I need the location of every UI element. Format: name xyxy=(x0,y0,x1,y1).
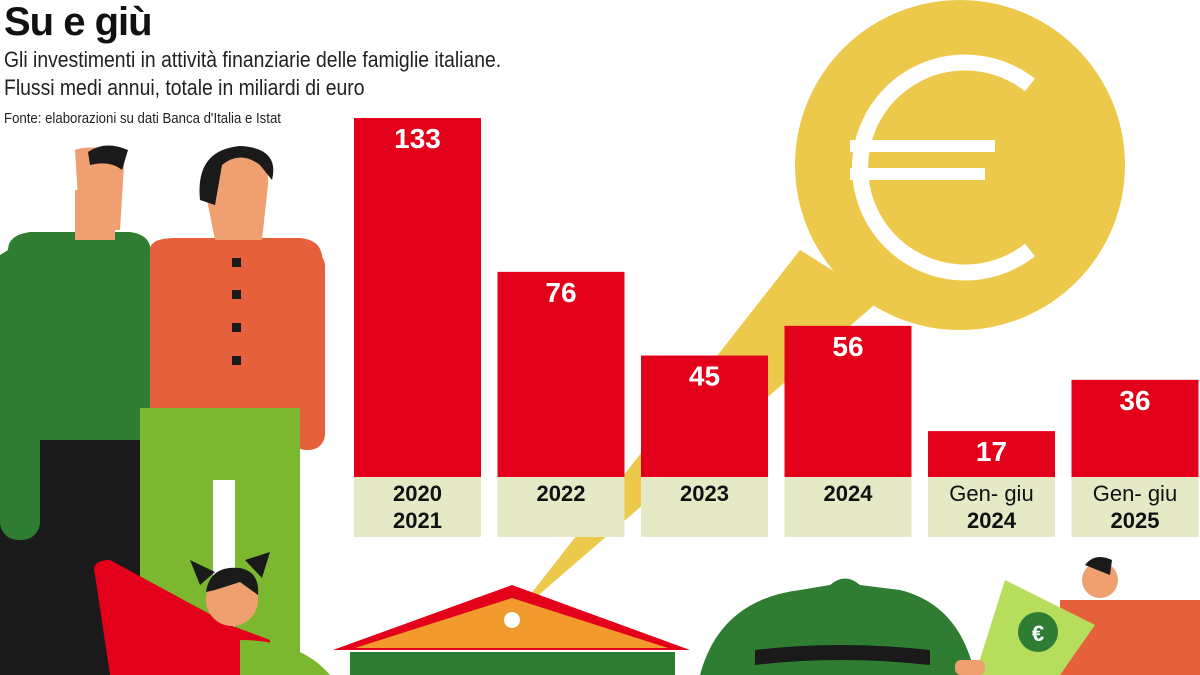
piggy-bank-icon xyxy=(700,578,975,675)
subtitle-line-2: Flussi medi annui, totale in miliardi di… xyxy=(4,75,365,100)
chart-subtitle: Gli investimenti in attività finanziarie… xyxy=(4,46,501,102)
category-label-line-2: 2021 xyxy=(393,508,442,533)
value-labels: 133 76 45 56 17 36 xyxy=(394,123,1150,467)
category-band xyxy=(354,477,481,537)
subtitle-line-1: Gli investimenti in attività finanziarie… xyxy=(4,47,502,72)
bar xyxy=(641,355,768,477)
category-label-line-1: 2024 xyxy=(824,481,874,506)
svg-text:€: € xyxy=(1032,621,1044,646)
bar-value-label: 76 xyxy=(545,277,576,308)
category-band xyxy=(1071,477,1199,537)
bar xyxy=(784,325,912,477)
bar-value-label: 36 xyxy=(1119,385,1150,416)
category-label-line-1: 2022 xyxy=(537,481,586,506)
chart-title: Su e giù xyxy=(4,0,153,44)
category-label-line-1: 2023 xyxy=(680,481,729,506)
category-bands xyxy=(354,477,1199,537)
category-label-line-1: Gen- giu xyxy=(1093,481,1177,506)
bar xyxy=(1071,379,1199,477)
banknote-icon: € xyxy=(955,556,1200,675)
category-band xyxy=(784,477,912,537)
category-label-line-2: 2025 xyxy=(1111,508,1160,533)
bar-value-label: 17 xyxy=(976,436,1007,467)
category-label-line-2: 2024 xyxy=(967,508,1017,533)
category-label-line-1: Gen- giu xyxy=(949,481,1033,506)
bank-roof-icon xyxy=(333,585,690,675)
family-illustration xyxy=(0,145,330,675)
category-band xyxy=(497,477,625,537)
category-band xyxy=(928,477,1055,537)
bar xyxy=(354,118,481,477)
category-band xyxy=(641,477,768,537)
bar xyxy=(497,271,625,477)
bars xyxy=(354,118,1199,477)
chart-source: Fonte: elaborazioni su dati Banca d'Ital… xyxy=(4,110,281,127)
bar-value-label: 45 xyxy=(689,361,720,392)
category-label-line-1: 2020 xyxy=(393,481,442,506)
bar xyxy=(928,431,1055,477)
bar-value-label: 133 xyxy=(394,123,441,154)
bar-value-label: 56 xyxy=(832,331,863,362)
